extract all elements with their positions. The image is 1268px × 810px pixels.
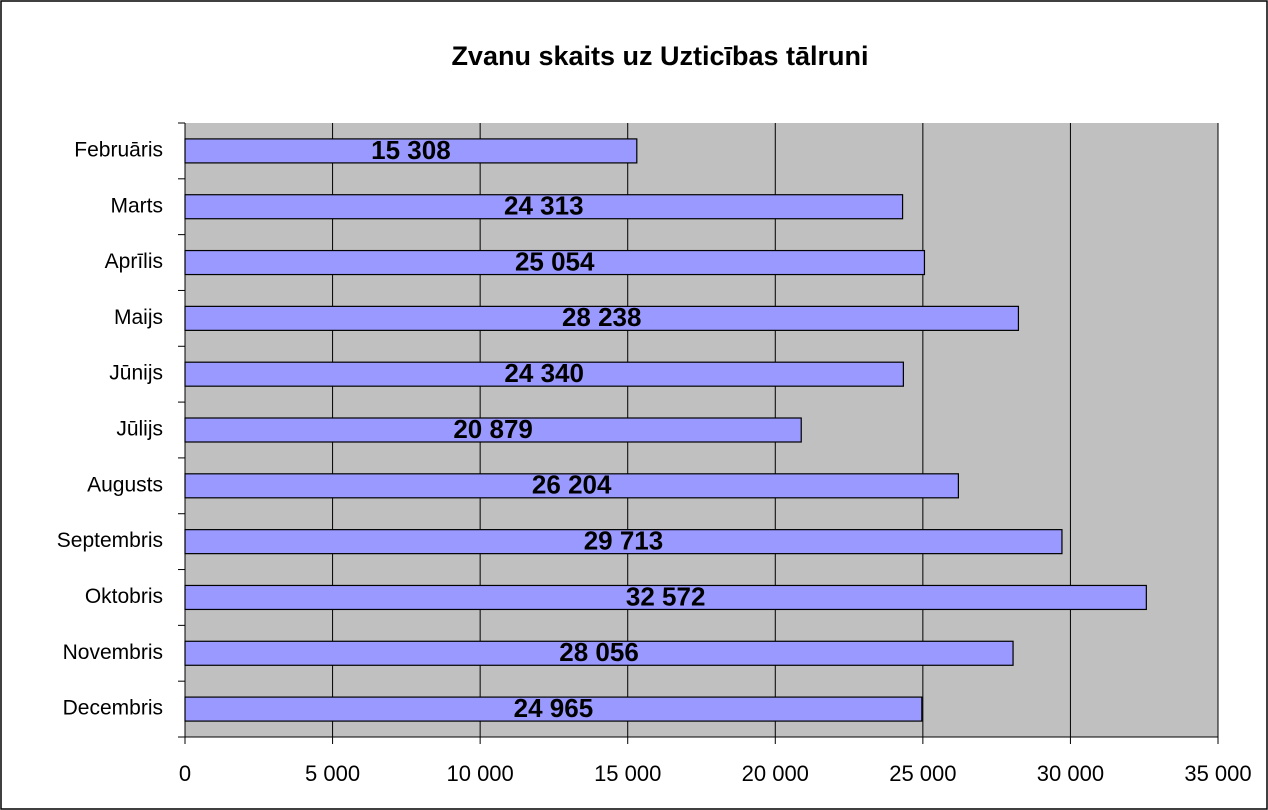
bar (184, 361, 904, 387)
data-label: 24 965 (514, 693, 594, 723)
bar (184, 696, 923, 722)
chart-title: Zvanu skaits uz Uzticības tālruni (451, 41, 868, 71)
bar (184, 584, 1147, 611)
x-tick-label: 15 000 (594, 761, 661, 786)
bar (184, 194, 904, 220)
x-tick-label: 20 000 (742, 761, 809, 786)
y-tick-label: Maijs (114, 306, 163, 329)
x-tick-label: 10 000 (446, 761, 513, 786)
bar (184, 640, 1014, 666)
data-label: 28 056 (559, 637, 639, 667)
y-tick-label: Marts (111, 194, 164, 217)
y-tick-label: Aprīlis (105, 250, 163, 273)
x-tick-label: 30 000 (1037, 761, 1104, 786)
data-label: 32 572 (626, 581, 706, 611)
data-label: 26 204 (532, 470, 612, 500)
data-label: 25 054 (515, 246, 595, 276)
bar (184, 305, 1020, 331)
x-tick-label: 35 000 (1184, 761, 1251, 786)
y-tick-label: Decembris (63, 697, 163, 720)
data-label: 24 313 (504, 191, 584, 221)
data-label: 15 308 (371, 135, 451, 165)
data-label: 29 713 (584, 526, 664, 556)
x-tick-label: 0 (179, 761, 191, 786)
y-tick-label: Oktobris (85, 585, 163, 608)
y-tick-label: Augusts (87, 473, 163, 496)
x-tick-label: 5 000 (305, 761, 360, 786)
data-label: 20 879 (453, 414, 533, 444)
data-label: 28 238 (562, 302, 642, 332)
bar (184, 249, 926, 276)
data-label: 24 340 (504, 358, 584, 388)
y-tick-label: Jūnijs (109, 362, 163, 385)
bar (184, 138, 638, 164)
bar (184, 473, 959, 499)
y-tick-label: Februāris (74, 138, 163, 161)
x-tick-label: 25 000 (889, 761, 956, 786)
y-tick-label: Novembris (63, 641, 163, 664)
bar (184, 417, 802, 443)
bar (184, 529, 1063, 555)
y-tick-label: Septembris (57, 529, 163, 552)
y-tick-label: Jūlijs (116, 418, 163, 441)
